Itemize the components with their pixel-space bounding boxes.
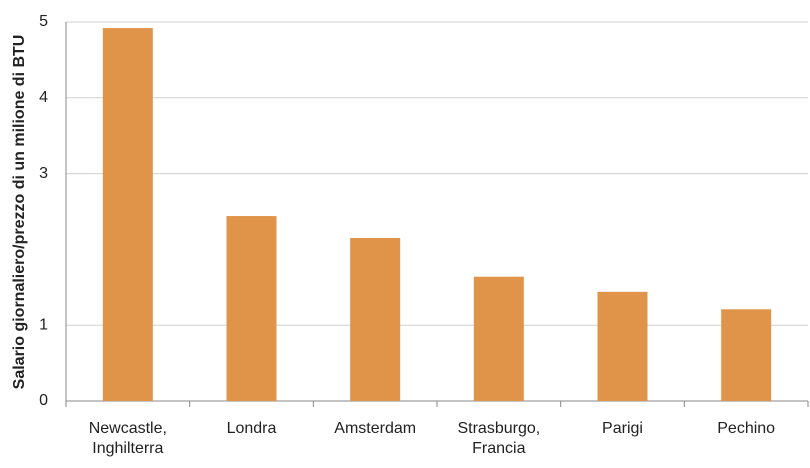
y-tick-label: 3 (39, 165, 48, 182)
bar (102, 28, 153, 402)
x-tick-label: Parigi (602, 420, 643, 437)
bar (350, 238, 401, 401)
x-tick-label-line: Francia (472, 440, 525, 457)
x-tick-label: Strasburgo, Francia (457, 420, 540, 457)
y-tick-label: 1 (39, 316, 48, 333)
y-tick-label: 5 (39, 13, 48, 30)
bar (226, 216, 277, 401)
x-tick-label: Amsterdam (334, 420, 416, 437)
y-axis-title: Salario giornaliero/prezzo di un milione… (11, 35, 28, 390)
bar (721, 309, 772, 401)
x-tick-label: Newcastle, Inghilterra (89, 420, 167, 457)
x-tick-label: Londra (227, 420, 277, 437)
x-tick-label: Pechino (717, 420, 775, 437)
bar (473, 276, 524, 401)
y-tick-label: 4 (39, 89, 48, 106)
x-tick-label-line: Strasburgo, (457, 420, 540, 437)
x-tick-label-line: Newcastle, (89, 420, 167, 437)
x-tick-label-line: Inghilterra (92, 440, 163, 457)
y-tick-label: 0 (39, 392, 48, 409)
bar (597, 291, 648, 401)
